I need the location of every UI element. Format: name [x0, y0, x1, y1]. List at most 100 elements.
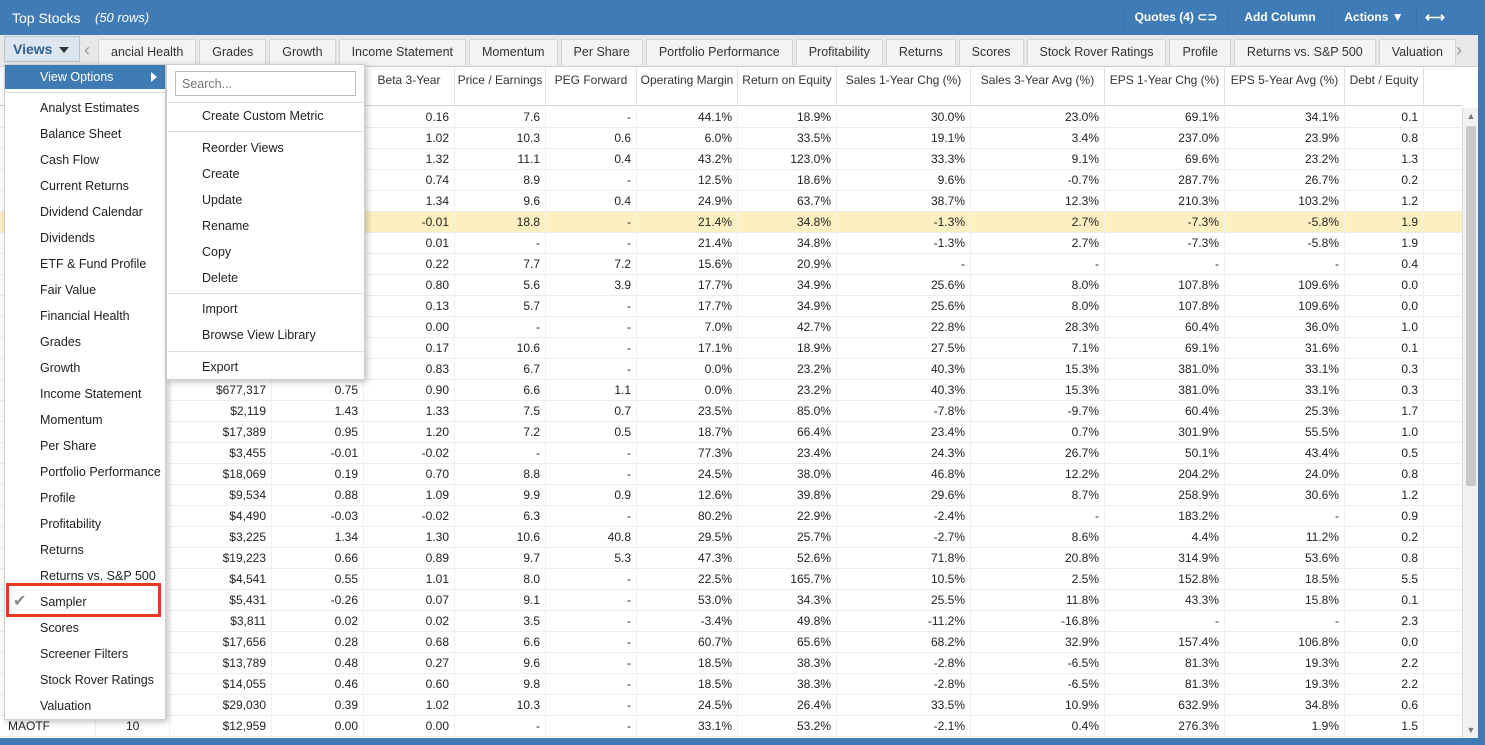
tab-item[interactable]: Stock Rover Ratings: [1026, 39, 1167, 65]
table-row[interactable]: 0.16 7.6-44.1% 18.9% 30.0% 23.0% 69.1% 34.1% 0.…: [0, 107, 1462, 128]
tab-item[interactable]: Returns vs. S&P 500: [1233, 39, 1376, 65]
column-header[interactable]: PEG Forward: [546, 68, 637, 106]
tab-item[interactable]: Scores: [958, 39, 1024, 65]
column-header[interactable]: EPS 1-Year Chg (%): [1105, 68, 1225, 106]
table-row[interactable]: $2,119 1.43 1.33 7.5 0.7 23.5% 85.0% -7.8% -9.7%…: [0, 401, 1462, 422]
view-search-input[interactable]: [175, 71, 356, 96]
table-row[interactable]: MAOTF 10 $12,959 0.00 0.00- -33.1% 53.2% -2.1% 0…: [0, 716, 1462, 737]
view-menu-item[interactable]: Balance Sheet: [5, 121, 165, 147]
table-row[interactable]: $4,490 -0.03 -0.02 6.3-80.2% 22.9% -2.4% -183.…: [0, 506, 1462, 527]
view-menu-item[interactable]: Scores: [5, 615, 165, 641]
table-row[interactable]: $3,455 -0.01 -0.02- -77.3% 23.4% 24.3% 26.7% 50…: [0, 443, 1462, 464]
scroll-up-icon[interactable]: ▲: [1466, 111, 1476, 121]
view-option-item[interactable]: Create: [202, 167, 240, 181]
expand-icon[interactable]: ⟷: [1424, 9, 1446, 25]
view-menu-item[interactable]: Per Share: [5, 433, 165, 459]
export-item[interactable]: Export: [202, 360, 239, 374]
scroll-down-icon[interactable]: ▼: [1466, 725, 1476, 735]
view-option-item[interactable]: Delete: [202, 271, 239, 285]
create-custom-metric-item[interactable]: Create Custom Metric: [202, 109, 324, 123]
table-row[interactable]: $19,223 0.66 0.89 9.7 5.3 47.3% 52.6% 71.8% 20.8…: [0, 548, 1462, 569]
tab-item[interactable]: Returns: [885, 39, 956, 65]
view-option-item[interactable]: Browse View Library: [202, 328, 316, 342]
table-row[interactable]: 0.00- -7.0% 42.7% 22.8% 28.3% 60.4% 36.0% 1.0: [0, 317, 1462, 338]
table-row[interactable]: $29,030 0.39 1.02 10.3-24.5% 26.4% 33.5% 10.9%…: [0, 695, 1462, 716]
column-header[interactable]: Operating Margin: [637, 68, 738, 106]
view-menu-item[interactable]: Financial Health: [5, 303, 165, 329]
tab-item[interactable]: Grades: [199, 39, 267, 65]
view-menu-item[interactable]: Dividends: [5, 225, 165, 251]
tab-item[interactable]: Income Statement: [338, 39, 467, 65]
chevron-left-icon[interactable]: ‹: [84, 40, 90, 60]
view-menu-item[interactable]: Momentum: [5, 407, 165, 433]
table-row[interactable]: 0.74 8.9-12.5% 18.6% 9.6% -0.7% 287.7% 26.7% 0.…: [0, 170, 1462, 191]
view-menu-item[interactable]: Grades: [5, 329, 165, 355]
column-header[interactable]: Return on Equity: [738, 68, 837, 106]
column-header[interactable]: Sales 1-Year Chg (%): [837, 68, 971, 106]
view-option-item[interactable]: Rename: [202, 219, 250, 233]
table-row[interactable]: 1.34 9.6 0.4 24.9% 63.7% 38.7% 12.3% 210.3% 103.…: [0, 191, 1462, 212]
view-menu-item[interactable]: Growth: [5, 355, 165, 381]
view-menu-item[interactable]: Income Statement: [5, 381, 165, 407]
views-dropdown-button[interactable]: Views: [4, 36, 80, 62]
view-menu-item[interactable]: Cash Flow: [5, 147, 165, 173]
tab-item[interactable]: Momentum: [469, 39, 558, 65]
view-menu-item[interactable]: Stock Rover Ratings: [5, 667, 165, 693]
table-row[interactable]: $9,534 0.88 1.09 9.9 0.9 12.6% 39.8% 29.6% 8.7% 2…: [0, 485, 1462, 506]
view-menu-item[interactable]: Fair Value: [5, 277, 165, 303]
view-menu-item[interactable]: Dividend Calendar: [5, 199, 165, 225]
table-row[interactable]: 1.02 10.3 0.6 6.0% 33.5% 19.1% 3.4% 237.0% 23.9%…: [0, 128, 1462, 149]
view-menu-item[interactable]: Portfolio Performance: [5, 459, 165, 485]
table-row[interactable]: 0.13 5.7-17.7% 34.9% 25.6% 8.0% 107.8% 109.6% 0…: [0, 296, 1462, 317]
column-header[interactable]: Price / Earnings: [455, 68, 546, 106]
table-row[interactable]: $17,389 0.95 1.20 7.2 0.5 18.7% 66.4% 23.4% 0.7%…: [0, 422, 1462, 443]
table-row[interactable]: 0.22 7.7 7.2 15.6% 20.9% - - - -0.4: [0, 254, 1462, 275]
view-menu-item[interactable]: Valuation: [5, 693, 165, 719]
view-option-item[interactable]: Update: [202, 193, 243, 207]
vertical-scrollbar[interactable]: ▲ ▼: [1462, 108, 1478, 738]
table-row[interactable]: 0.83 6.7-0.0% 23.2% 40.3% 15.3% 381.0% 33.1% 0.…: [0, 359, 1462, 380]
view-menu-item[interactable]: ✔ Sampler: [5, 589, 165, 615]
table-row[interactable]: 1.32 11.1 0.4 43.2% 123.0% 33.3% 9.1% 69.6% 23.2…: [0, 149, 1462, 170]
add-column-button[interactable]: Add Column: [1244, 10, 1316, 24]
table-cell: 107.8%: [1105, 275, 1225, 296]
tab-item[interactable]: Profile: [1169, 39, 1231, 65]
tab-item[interactable]: Profitability: [795, 39, 883, 65]
column-header[interactable]: EPS 5-Year Avg (%): [1225, 68, 1345, 106]
table-row[interactable]: $677,317 0.75 0.90 6.6 1.1 0.0% 23.2% 40.3% 15.3…: [0, 380, 1462, 401]
table-row[interactable]: $3,225 1.34 1.30 10.6 40.8 29.5% 25.7% -2.7% 8.6…: [0, 527, 1462, 548]
table-row[interactable]: $3,811 0.02 0.02 3.5- -3.4% 49.8% -11.2% -16.8%…: [0, 611, 1462, 632]
view-menu-item[interactable]: ETF & Fund Profile: [5, 251, 165, 277]
table-row[interactable]: $17,656 0.28 0.68 6.6-60.7% 65.6% 68.2% 32.9% 1…: [0, 632, 1462, 653]
table-row[interactable]: $5,431 -0.26 0.07 9.1-53.0% 34.3% 25.5% 11.8% 4…: [0, 590, 1462, 611]
view-option-item[interactable]: Import: [202, 302, 238, 316]
quotes-button[interactable]: Quotes (4) ⊂⊃: [1126, 5, 1226, 30]
tab-item[interactable]: Valuation: [1378, 39, 1456, 65]
actions-button[interactable]: Actions ▼: [1334, 5, 1414, 30]
view-menu-item[interactable]: Profitability: [5, 511, 165, 537]
tab-item[interactable]: Portfolio Performance: [645, 39, 793, 65]
column-header[interactable]: Beta 3-Year: [364, 68, 455, 106]
tab-item[interactable]: Growth: [269, 39, 336, 65]
view-option-item[interactable]: Reorder Views: [202, 141, 284, 155]
view-menu-item[interactable]: Returns: [5, 537, 165, 563]
table-row[interactable]: -0.01 18.8-21.4% 34.8% -1.3% 2.7% -7.3% -5.8% 1…: [0, 212, 1462, 233]
view-options-item[interactable]: View Options: [5, 65, 165, 89]
scrollbar-thumb[interactable]: [1466, 126, 1476, 486]
table-row[interactable]: $14,055 0.46 0.60 9.8-18.5% 38.3% -2.8% -6.5% 8…: [0, 674, 1462, 695]
view-menu-item[interactable]: Profile: [5, 485, 165, 511]
view-menu-item[interactable]: Screener Filters: [5, 641, 165, 667]
view-option-item[interactable]: Copy: [202, 245, 232, 259]
tab-item[interactable]: Per Share: [560, 39, 643, 65]
chevron-right-icon[interactable]: ›: [1456, 40, 1462, 60]
view-menu-item[interactable]: Analyst Estimates: [5, 95, 165, 121]
column-header[interactable]: Debt / Equity: [1345, 68, 1424, 106]
view-menu-item[interactable]: Current Returns: [5, 173, 165, 199]
table-row[interactable]: $13,789 0.48 0.27 9.6-18.5% 38.3% -2.8% -6.5% 8…: [0, 653, 1462, 674]
table-row[interactable]: $18,069 0.19 0.70 8.8-24.5% 38.0% 46.8% 12.2% 2…: [0, 464, 1462, 485]
tab-item[interactable]: ancial Health: [98, 39, 197, 65]
view-menu-item[interactable]: Returns vs. S&P 500: [5, 563, 165, 589]
column-header[interactable]: Sales 3-Year Avg (%): [971, 68, 1105, 106]
table-row[interactable]: 0.80 5.6 3.9 17.7% 34.9% 25.6% 8.0% 107.8% 109.6…: [0, 275, 1462, 296]
table-row[interactable]: $4,541 0.55 1.01 8.0-22.5% 165.7% 10.5% 2.5% 15…: [0, 569, 1462, 590]
